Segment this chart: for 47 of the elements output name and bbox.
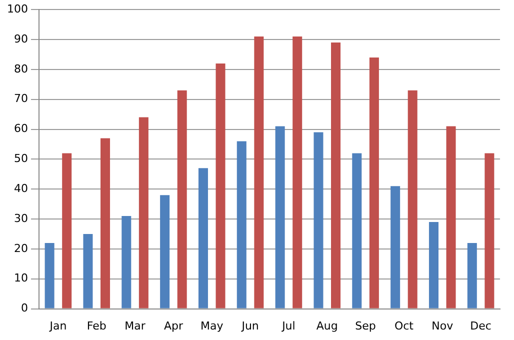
bar	[428, 222, 438, 308]
bar	[467, 242, 477, 308]
bar	[122, 216, 132, 308]
bar	[100, 138, 110, 308]
x-tick-label: Feb	[86, 319, 106, 332]
bar	[352, 153, 362, 308]
y-tick-label: 90	[14, 32, 28, 46]
bar	[331, 42, 341, 308]
y-tick-label: 40	[14, 182, 28, 195]
x-tick-label: Sep	[355, 319, 376, 332]
bar	[83, 234, 93, 308]
x-tick-label: Nov	[432, 319, 454, 332]
bar	[236, 141, 246, 308]
bar	[390, 186, 400, 308]
bar	[275, 126, 285, 308]
bar	[177, 90, 187, 308]
bar	[314, 132, 324, 308]
bar	[446, 126, 456, 308]
x-tick-label: Dec	[470, 319, 492, 332]
x-tick-label: Jan	[48, 319, 67, 332]
x-tick-label: Aug	[316, 319, 338, 332]
bar	[292, 36, 302, 308]
y-tick-label: 70	[14, 92, 28, 106]
bar	[62, 153, 72, 308]
y-tick-label: 80	[14, 62, 28, 76]
x-tick-label: Apr	[164, 319, 184, 332]
bar	[138, 117, 148, 308]
bar	[254, 36, 264, 308]
x-tick-label: Jul	[281, 319, 296, 332]
bar	[160, 195, 170, 308]
x-tick-label: May	[200, 319, 224, 332]
bar	[484, 153, 494, 308]
y-tick-label: 100	[6, 2, 28, 16]
y-tick-label: 50	[14, 152, 28, 166]
x-tick-label: Jun	[240, 319, 259, 332]
bar	[198, 168, 208, 308]
x-tick-label: Oct	[394, 319, 414, 332]
bar	[408, 90, 418, 308]
bar	[369, 57, 379, 308]
y-tick-label: 0	[20, 302, 28, 315]
y-tick-label: 20	[14, 242, 28, 255]
bar	[44, 242, 54, 308]
x-tick-label: Mar	[124, 319, 146, 332]
bar	[216, 63, 226, 308]
y-tick-label: 60	[14, 122, 28, 136]
y-tick-label: 30	[14, 212, 28, 225]
y-tick-label: 10	[14, 272, 28, 285]
